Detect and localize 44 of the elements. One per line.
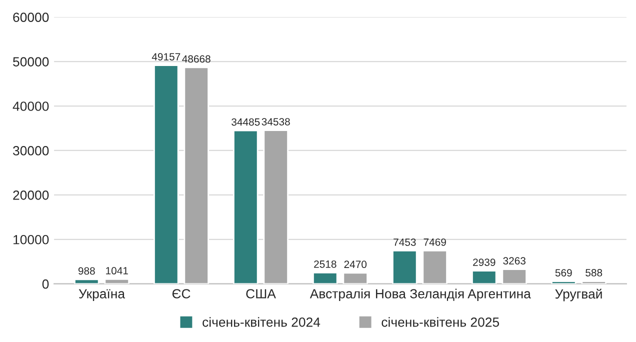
data-label: 988 [78,267,95,275]
bar [472,270,497,284]
x-tick-label: ЄС [172,289,190,298]
bar [263,130,288,284]
data-label: 588 [586,269,602,276]
bar [104,278,130,284]
bar [581,280,606,284]
y-tick-label: 30000 [13,146,49,156]
data-label: 569 [555,269,572,276]
bar [154,64,179,284]
y-tick-label: 60000 [13,12,49,22]
x-tick-label: Австралія [310,288,370,302]
y-tick-label: 10000 [14,234,49,244]
data-label: 49157 [152,53,180,60]
y-tick-label: 20000 [13,190,49,200]
y-tick-label: 0 [42,279,49,289]
legend-label: січень-квітень 2025 [382,317,500,327]
data-label: 2470 [344,260,367,268]
bar [184,66,209,284]
bar [74,278,100,284]
bar [502,268,527,284]
data-label: 48668 [182,55,210,63]
bar [551,280,576,284]
legend-label: січень-квітень 2024 [202,317,320,327]
bar [342,272,368,284]
x-tick-label: Україна [78,289,126,302]
y-tick-label: 50000 [13,57,49,66]
data-label: 7453 [394,238,416,246]
x-tick-label: Аргентина [468,289,531,302]
x-tick-label: Нова Зеландія [376,288,464,301]
data-label: 34485 [232,118,260,126]
data-label: 2939 [473,258,496,266]
bar [233,130,258,284]
y-tick-label: 40000 [12,102,49,111]
data-label: 2518 [314,260,336,268]
x-tick-label: Уругвай [555,288,602,302]
data-label: 1041 [106,267,128,274]
x-tick-label: США [246,289,276,298]
bar [422,250,448,284]
bar [392,250,418,284]
bar [312,272,338,284]
data-label: 34538 [262,118,290,126]
data-label: 7469 [424,238,446,246]
data-label: 3263 [503,257,526,265]
